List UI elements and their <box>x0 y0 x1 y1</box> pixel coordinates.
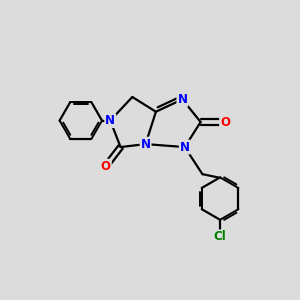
Text: N: N <box>105 114 115 127</box>
Text: N: N <box>141 138 151 151</box>
Text: N: N <box>177 93 188 106</box>
Text: Cl: Cl <box>214 230 226 243</box>
Text: O: O <box>220 116 230 128</box>
Text: O: O <box>101 160 111 173</box>
Text: N: N <box>180 141 190 154</box>
